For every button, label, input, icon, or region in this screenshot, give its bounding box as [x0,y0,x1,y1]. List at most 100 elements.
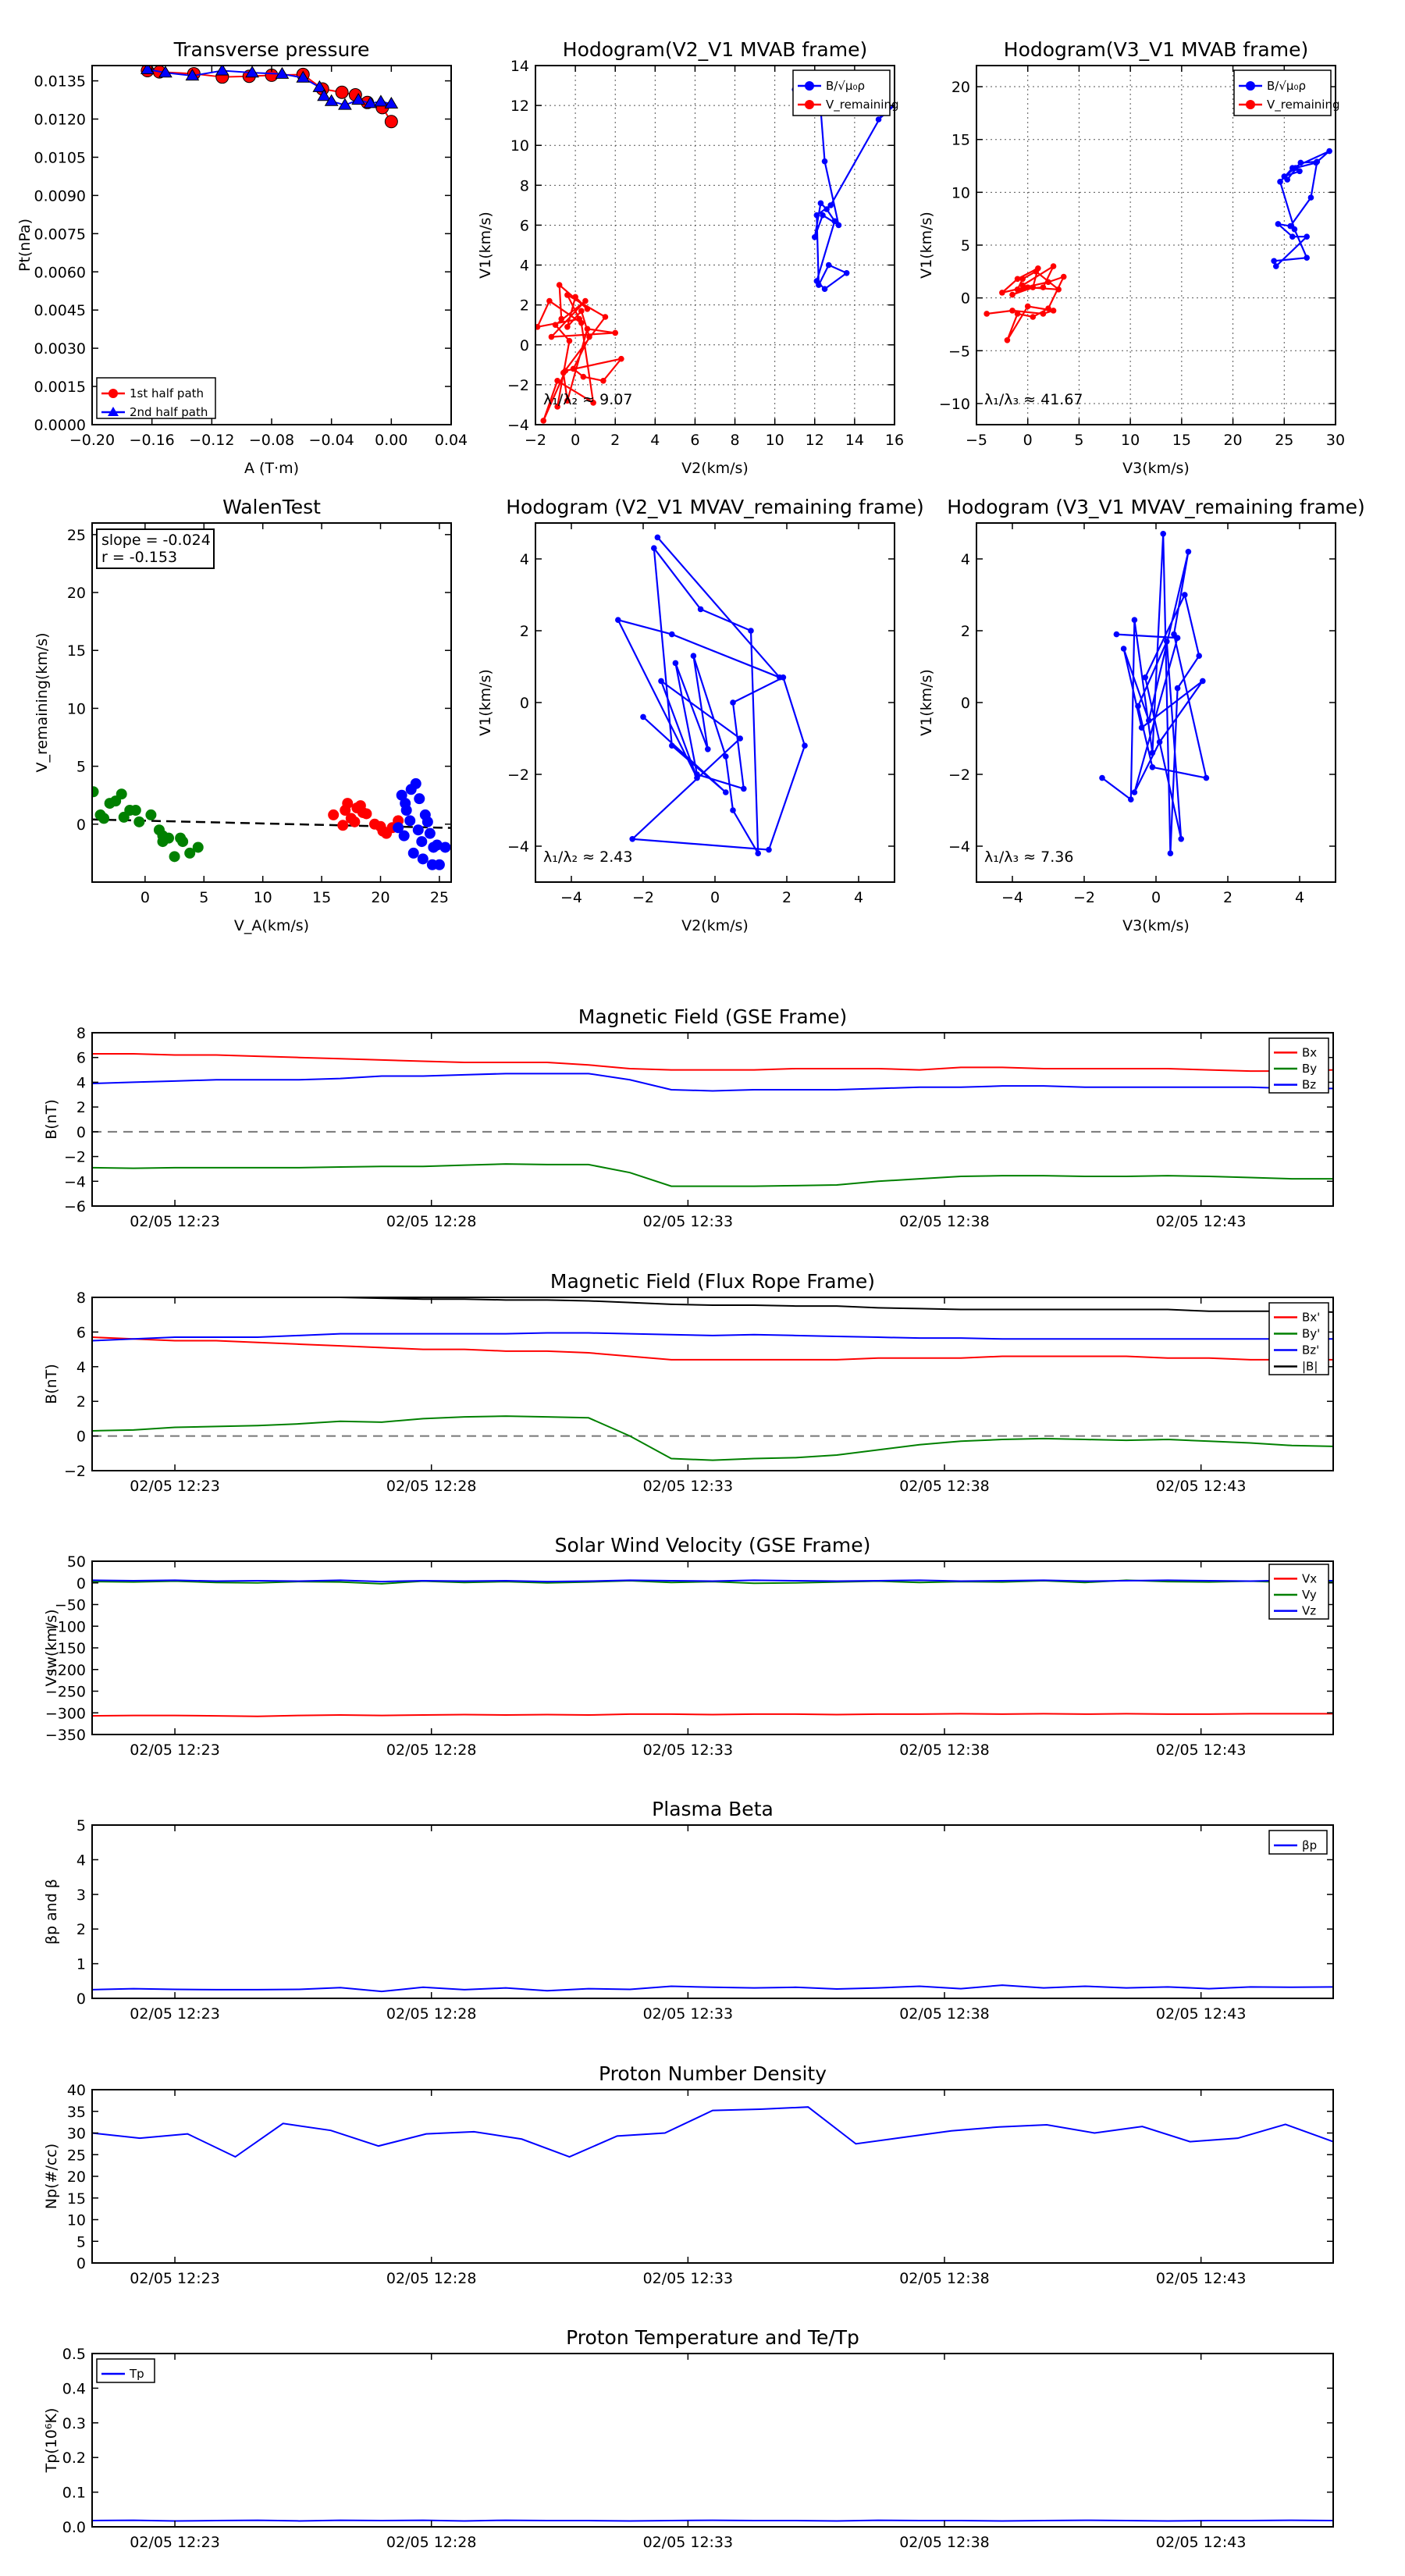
y-tick-label: 4 [76,1074,86,1091]
data-point [1009,308,1016,314]
legend-label: 1st half path [130,386,204,400]
x-tick-label: 02/05 12:28 [386,2005,477,2023]
y-tick-label: 0.0045 [34,302,86,319]
y-tick-label: −2 [507,377,529,394]
y-axis-label: Vsw(km/s) [43,1609,60,1686]
series-line-v-remaining [987,264,1065,341]
legend-label: Bx [1302,1045,1317,1059]
data-point [600,377,606,384]
y-tick-label: 0.0120 [34,112,86,129]
stats-line: r = -0.153 [101,549,177,566]
y-axis-label: Np(#/cc) [43,2144,60,2209]
x-tick-label: 2 [782,889,791,906]
data-point [398,830,410,841]
x-tick-label: 02/05 12:28 [386,1213,477,1230]
x-tick-label: −2 [525,432,546,449]
data-point [1014,311,1021,317]
x-axis-label: A (T·m) [244,460,299,477]
legend-label: Vx [1302,1571,1317,1585]
data-point [349,816,361,827]
data-point [1297,159,1304,166]
data-point [1287,222,1293,229]
data-point [328,809,340,820]
y-tick-label: 0.1 [62,2485,86,2502]
chart-h3: Hodogram (V2_V1 MVAV_remaining frame) −4 −… [477,496,924,934]
data-point [275,66,290,79]
x-tick-label: 20 [371,889,389,906]
data-point [552,322,559,329]
y-tick-label: 5 [961,237,970,254]
axes-frame [976,522,1336,883]
y-tick-label: −2 [948,767,970,784]
data-point [145,809,157,820]
data-point [1289,233,1296,240]
data-point [404,815,416,827]
data-point [540,418,547,424]
data-point [1313,159,1319,166]
x-tick-label: 8 [731,432,740,449]
y-tick-label: −250 [45,1684,86,1701]
x-tick-label: 02/05 12:43 [1156,1478,1247,1495]
data-point [361,808,372,820]
axes-frame [535,522,895,883]
data-point [116,788,127,800]
data-point [1045,305,1051,311]
y-tick-label: 0.5 [62,2346,86,2363]
chart-title: Hodogram (V3_V1 MVAV_remaining frame) [947,496,1365,518]
y-tick-label: 5 [76,759,86,776]
chart-title: Proton Temperature and Te/Tp [566,2326,859,2349]
y-tick-label: 12 [510,98,529,115]
data-point [1174,685,1181,692]
plot-area [92,777,451,870]
legend-label: B/√μ₀ρ [1267,79,1306,93]
data-point [192,841,204,853]
chart-title: Solar Wind Velocity (GSE Frame) [555,1534,871,1557]
data-point [1307,194,1314,201]
data-point [570,365,577,372]
data-point [669,631,675,638]
stats-box [96,528,215,569]
data-point [337,820,349,831]
series-line-b- [1272,150,1330,268]
x-tick-label: 02/05 12:38 [899,1478,990,1495]
data-point [669,742,675,749]
x-tick-label: 0 [1023,432,1033,449]
data-point [780,674,787,681]
x-tick-label: −0.04 [309,432,354,449]
y-tick-label: 0 [76,817,86,834]
data-point [723,753,729,760]
y-tick-label: −350 [45,1727,86,1744]
legend-label: V_remaining [1267,98,1340,112]
series-line-by [92,1163,1333,1187]
data-point [572,294,578,301]
x-tick-label: 10 [1121,432,1140,449]
data-point [640,713,646,720]
y-tick-label: 8 [76,1290,86,1307]
x-tick-label: 02/05 12:28 [386,1742,477,1759]
x-tick-label: 02/05 12:33 [643,1478,734,1495]
data-point [1014,276,1021,283]
data-point [811,233,818,240]
y-tick-label: 10 [951,184,970,201]
stats-line: slope = -0.024 [101,532,211,549]
data-point [416,836,428,848]
legend-label: By' [1302,1327,1320,1341]
x-tick-label: 25 [430,889,449,906]
data-point [98,813,110,824]
y-tick-label: 6 [76,1050,86,1067]
data-point [802,742,808,749]
data-point [823,206,830,212]
chart-beta: Plasma Beta 02/05 12:23 02/05 12:28 02/05 1… [43,1798,1334,2023]
y-tick-label: 15 [951,132,970,149]
data-point [1326,148,1332,155]
legend-label: 2nd half path [130,405,208,419]
y-tick-label: 0.0090 [34,187,86,205]
legend-marker [805,100,814,109]
data-point [548,333,555,340]
chart-title: Hodogram (V2_V1 MVAV_remaining frame) [506,496,924,518]
data-point [169,851,180,863]
data-point [820,212,826,219]
y-tick-label: 10 [67,2212,86,2229]
data-point [1164,639,1170,645]
data-point [582,297,589,304]
